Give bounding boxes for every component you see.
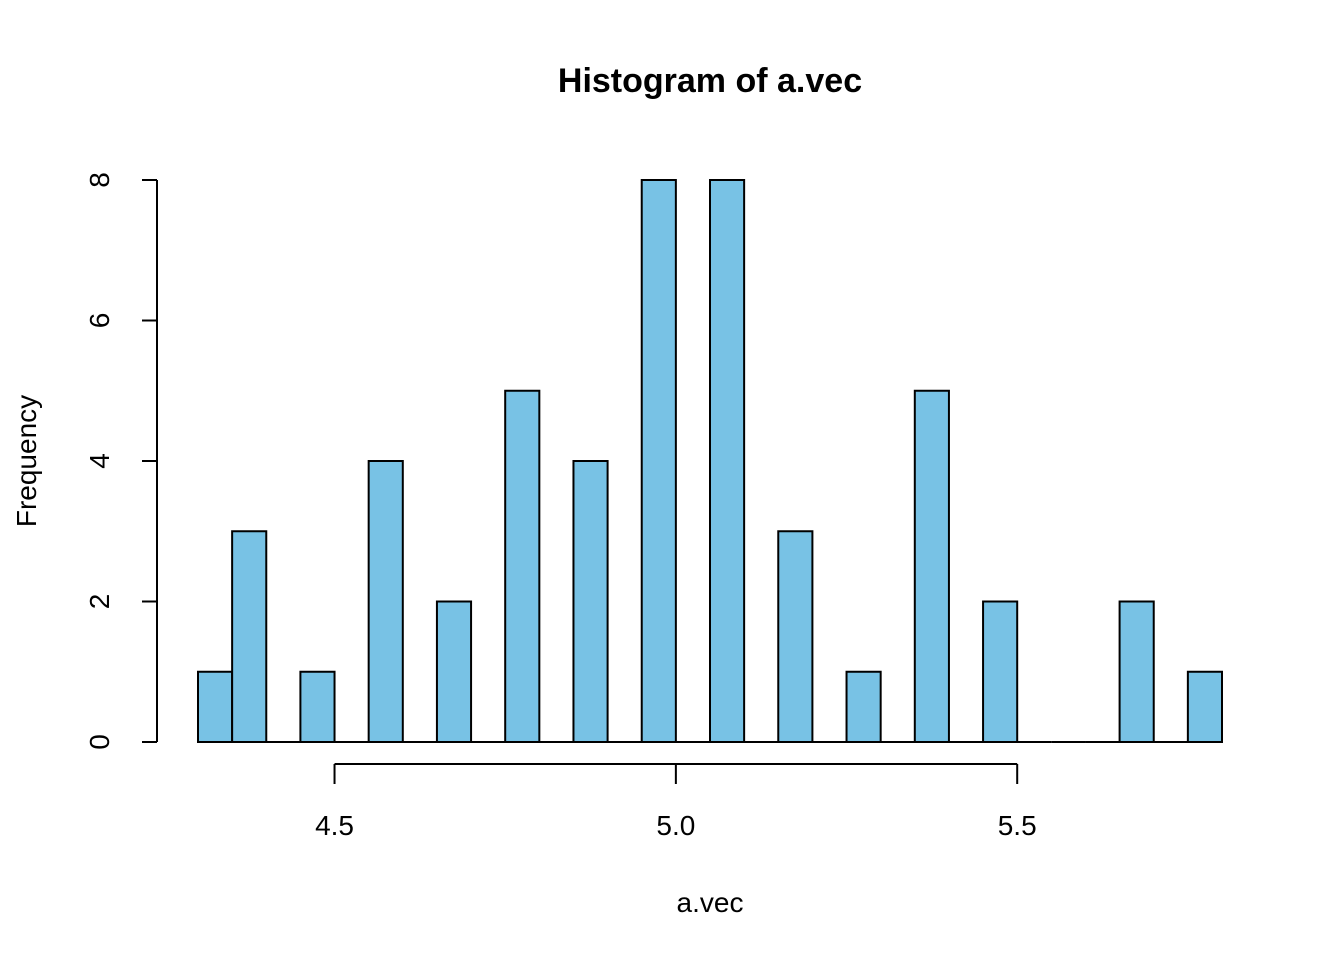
histogram-bar	[572, 460, 609, 743]
histogram-bar	[777, 530, 814, 743]
x-axis-label: a.vec	[677, 887, 744, 918]
chart-title: Histogram of a.vec	[558, 62, 862, 100]
y-tick-label: 6	[84, 313, 115, 329]
histogram-bar	[709, 179, 746, 743]
histogram-bar	[1186, 670, 1224, 743]
bars-group	[197, 179, 1224, 743]
histogram-bar	[231, 530, 268, 743]
y-tick-label: 0	[84, 734, 115, 750]
histogram-bar	[845, 670, 882, 743]
x-tick-label: 5.0	[656, 810, 695, 841]
histogram-bar	[913, 389, 950, 743]
histogram-bar	[367, 460, 404, 743]
y-axis-label: Frequency	[11, 395, 42, 527]
histogram-bar	[640, 179, 677, 743]
y-tick-label: 2	[84, 594, 115, 610]
histogram-bar	[197, 670, 234, 743]
histogram-bar	[435, 600, 473, 743]
x-tick-label: 4.5	[315, 810, 354, 841]
histogram-bar	[504, 389, 541, 743]
x-tick-label: 5.5	[998, 810, 1037, 841]
y-axis: 0 2 4 6 8	[84, 172, 158, 750]
y-tick-label: 4	[84, 453, 115, 469]
histogram-bar	[1118, 600, 1155, 743]
x-axis: 4.5 5.0 5.5	[315, 763, 1037, 841]
histogram-bar	[982, 600, 1019, 743]
y-tick-label: 8	[84, 172, 115, 188]
histogram-bar	[299, 670, 336, 743]
